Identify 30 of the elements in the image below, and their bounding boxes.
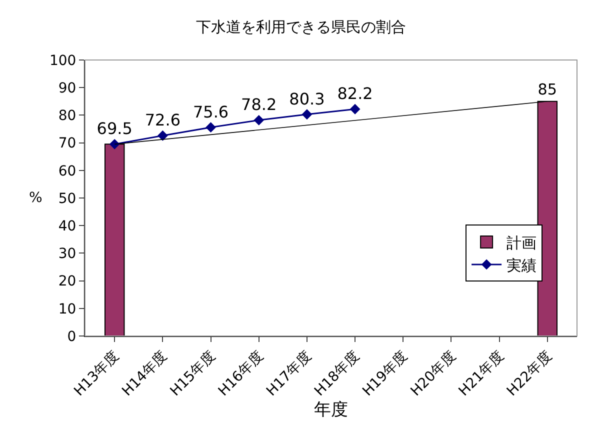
data-label: 82.2 <box>337 84 373 104</box>
y-tick-label: 80 <box>58 108 76 124</box>
data-label: 69.5 <box>96 119 132 138</box>
x-axis-title: 年度 <box>314 400 348 420</box>
y-tick-label: 90 <box>58 80 76 96</box>
y-tick-label: 30 <box>58 246 76 262</box>
chart-title: 下水道を利用できる県民の割合 <box>196 18 406 36</box>
point <box>254 114 264 126</box>
data-label: 85 <box>538 80 558 99</box>
y-tick-label: 10 <box>58 301 76 318</box>
y-tick-label: 100 <box>49 52 76 69</box>
point <box>350 104 360 114</box>
legend-label: 実績 <box>506 256 537 274</box>
data-label: 78.2 <box>241 95 277 114</box>
y-tick-label: 0 <box>67 328 76 345</box>
y-tick-label: 40 <box>58 218 76 234</box>
point <box>109 138 120 150</box>
point <box>302 109 312 120</box>
y-tick-label: 70 <box>58 136 76 152</box>
y-tick-label: 50 <box>58 190 76 207</box>
y-tick-label: 20 <box>58 274 76 290</box>
data-label: 80.3 <box>289 89 325 108</box>
data-label: 72.6 <box>144 110 181 130</box>
point <box>157 130 168 141</box>
legend-label: 計画 <box>506 234 537 252</box>
y-tick-label: 60 <box>58 163 76 180</box>
point <box>206 122 216 133</box>
data-label: 75.6 <box>192 102 229 122</box>
y-axis-title: % <box>29 190 42 206</box>
x-tick-label: H21年度 <box>456 348 508 400</box>
